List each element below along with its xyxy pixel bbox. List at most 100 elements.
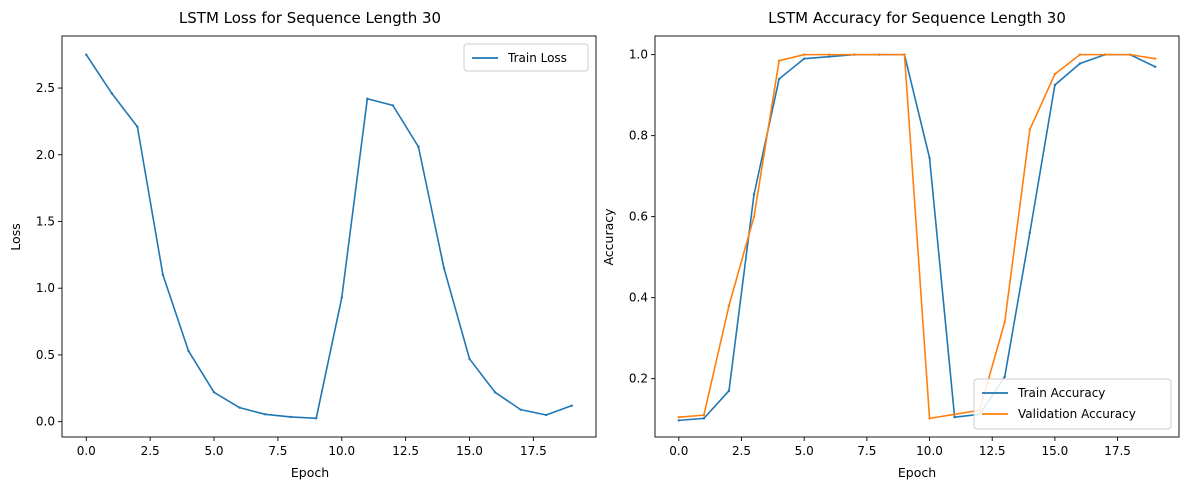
accuracy-data-point (677, 415, 681, 419)
accuracy-x-tick-label: 7.5 (857, 444, 876, 458)
loss-data-point (315, 417, 318, 420)
loss-data-point (110, 92, 114, 95)
loss-legend-box (463, 43, 589, 72)
loss-x-axis-label: Epoch (291, 465, 329, 480)
accuracy-data-point (802, 57, 806, 60)
loss-x-tick-label: 0.0 (77, 444, 96, 458)
accuracy-data-point (727, 389, 731, 393)
accuracy-chart-frame (654, 35, 1180, 438)
loss-data-point (570, 404, 573, 407)
accuracy-data-point (953, 413, 956, 416)
loss-x-tick-label: 5.0 (204, 444, 223, 458)
accuracy-data-point (1103, 53, 1107, 56)
loss-legend-label: Train Loss (507, 51, 567, 65)
accuracy-data-point (777, 59, 781, 62)
loss-data-point (391, 104, 395, 107)
loss-data-point (187, 349, 190, 353)
loss-data-point (212, 391, 216, 394)
loss-data-point (493, 391, 497, 394)
loss-y-tick-label: 0.0 (36, 415, 55, 429)
loss-chart: LSTM Loss for Sequence Length 30 0.0 2.5 5… (8, 9, 597, 480)
accuracy-chart-legend: Train Accuracy Validation Accuracy (973, 378, 1172, 430)
accuracy-x-tick-label: 12.5 (979, 444, 1006, 458)
accuracy-data-point (752, 215, 756, 218)
accuracy-series-line-2 (678, 53, 1156, 420)
loss-x-tick-label: 12.5 (392, 444, 419, 458)
accuracy-data-point (1003, 375, 1006, 378)
accuracy-x-tick-label: 10.0 (916, 444, 943, 458)
loss-data-point (544, 413, 548, 417)
loss-y-tick-label: 0.5 (36, 348, 55, 362)
accuracy-y-tick-label: 0.6 (629, 210, 648, 224)
loss-x-tick-label: 15.0 (456, 444, 483, 458)
accuracy-data-point (752, 193, 756, 196)
accuracy-data-point (1053, 83, 1057, 87)
accuracy-chart-ticks: 0.0 2.5 5.0 7.5 10.0 12.5 15.0 17.5 0.2 0.4 0.6 0.8… (629, 48, 1131, 458)
loss-data-point (289, 415, 292, 419)
accuracy-data-point (1028, 128, 1032, 131)
accuracy-x-tick-label: 5.0 (795, 444, 814, 458)
accuracy-data-point (878, 53, 881, 56)
loss-data-point (442, 266, 446, 270)
loss-data-point (238, 406, 241, 409)
loss-data-point (519, 408, 522, 411)
accuracy-data-point (928, 156, 931, 160)
accuracy-x-tick-label: 2.5 (732, 444, 751, 458)
loss-data-point (136, 125, 139, 128)
loss-y-tick-label: 1.0 (36, 281, 55, 295)
accuracy-chart: LSTM Accuracy for Sequence Length 30 0.0… (601, 9, 1180, 480)
accuracy-data-point (1053, 72, 1057, 76)
loss-chart-legend: Train Loss (463, 43, 589, 72)
loss-y-tick-label: 1.5 (36, 214, 55, 228)
accuracy-legend-label: Train Accuracy (1017, 386, 1105, 400)
accuracy-data-point (1078, 62, 1082, 65)
accuracy-data-point (1153, 65, 1157, 68)
loss-y-tick-label: 2.5 (36, 81, 55, 95)
accuracy-data-point (953, 415, 956, 419)
loss-chart-title: LSTM Loss for Sequence Length 30 (179, 9, 441, 27)
accuracy-data-point (828, 53, 831, 56)
accuracy-data-point (1078, 53, 1082, 56)
accuracy-data-point (727, 304, 731, 307)
loss-data-point (366, 97, 369, 100)
loss-chart-frame (61, 35, 597, 438)
accuracy-data-point (802, 53, 806, 56)
accuracy-data-point (828, 55, 831, 58)
accuracy-data-point (677, 419, 681, 422)
accuracy-data-point (702, 413, 706, 417)
accuracy-chart-title: LSTM Accuracy for Sequence Length 30 (768, 9, 1066, 27)
loss-y-tick-label: 2.0 (36, 148, 55, 162)
accuracy-data-point (1153, 57, 1157, 60)
accuracy-x-tick-label: 17.5 (1104, 444, 1131, 458)
loss-data-point (340, 296, 343, 299)
accuracy-data-point (1128, 53, 1132, 56)
accuracy-x-tick-label: 0.0 (669, 444, 688, 458)
accuracy-legend-label: Validation Accuracy (1018, 407, 1136, 421)
loss-data-point (263, 413, 267, 416)
loss-y-axis-label: Loss (8, 223, 23, 250)
loss-x-tick-label: 2.5 (141, 444, 160, 458)
accuracy-data-point (1028, 231, 1032, 235)
loss-x-tick-label: 10.0 (328, 444, 355, 458)
loss-chart-lines (85, 53, 573, 420)
accuracy-data-point (903, 53, 906, 56)
accuracy-legend-box (973, 378, 1172, 430)
loss-series-line-1 (85, 54, 573, 420)
loss-chart-ticks: 0.0 2.5 5.0 7.5 10.0 12.5 15.0 17.5 0.0 0.5 1.0 1.5… (36, 81, 547, 458)
loss-data-point (417, 145, 420, 148)
accuracy-data-point (928, 417, 931, 420)
accuracy-y-axis-label: Accuracy (601, 208, 616, 266)
accuracy-series-line-1 (678, 53, 1156, 422)
accuracy-y-tick-label: 0.4 (629, 291, 648, 305)
accuracy-data-point (702, 417, 706, 420)
loss-x-tick-label: 17.5 (520, 444, 547, 458)
accuracy-y-tick-label: 0.2 (629, 372, 648, 386)
accuracy-data-point (1003, 320, 1006, 324)
accuracy-y-tick-label: 1.0 (629, 48, 648, 62)
accuracy-data-point (777, 77, 781, 81)
accuracy-data-point (853, 53, 856, 56)
accuracy-x-axis-label: Epoch (898, 465, 936, 480)
loss-data-point (85, 53, 88, 56)
accuracy-chart-lines (677, 53, 1157, 422)
